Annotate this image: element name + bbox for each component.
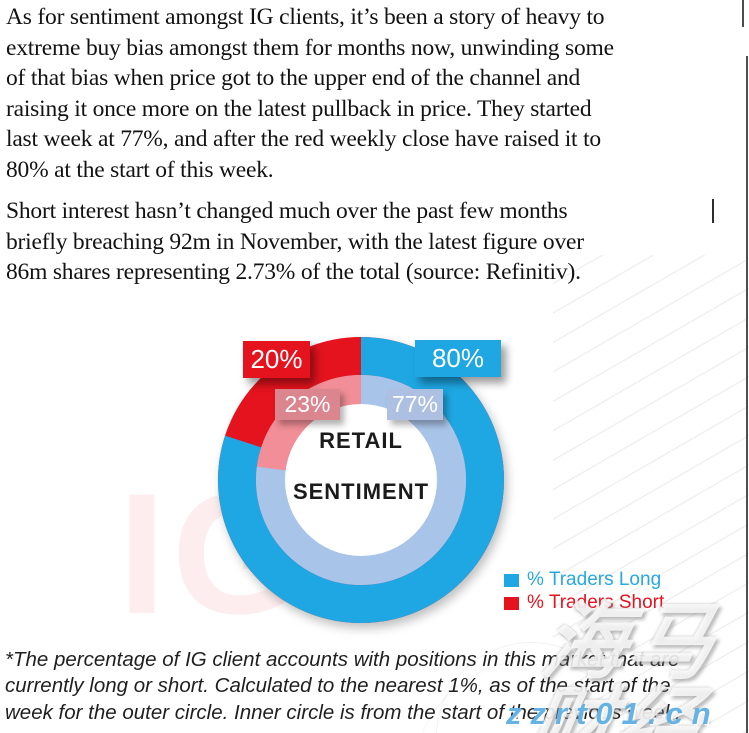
- inner-ring-long-segment: [256, 375, 466, 585]
- legend-swatch-short: [504, 596, 519, 610]
- paragraph-line: raising it once more on the latest pullb…: [6, 95, 592, 122]
- right-border-line: [746, 56, 748, 733]
- paragraph-line: of that bias when price got to the upper…: [6, 65, 581, 92]
- footnote-line: week for the outer circle. Inner circle …: [5, 700, 681, 724]
- footnote-line: currently long or short. Calculated to t…: [5, 674, 671, 698]
- outer-ring-long-segment: [218, 337, 504, 623]
- chart-footnote: *The percentage of IG client accounts wi…: [5, 647, 747, 726]
- chart-center-title-line2: SENTIMENT: [292, 479, 430, 504]
- paragraph-line: Short interest hasn’t changed much over …: [6, 198, 568, 224]
- text-cursor[interactable]: [712, 199, 714, 223]
- article-paragraph-2: Short interest hasn’t changed much over …: [6, 196, 748, 288]
- legend-item-short: % Traders Short: [504, 592, 664, 614]
- legend-label-short: % Traders Short: [527, 592, 665, 613]
- legend-swatch-long: [504, 573, 519, 587]
- paragraph-line: extreme buy bias amongst them for months…: [6, 34, 614, 61]
- paragraph-line: last week at 77%, and after the red week…: [6, 126, 601, 153]
- paragraph-line: As for sentiment amongst IG clients, it’…: [6, 4, 605, 30]
- retail-sentiment-donut-chart: [218, 337, 504, 623]
- paragraph-line: briefly breaching 92m in November, with …: [6, 228, 584, 255]
- label-inner-long: 77%: [387, 389, 443, 420]
- paragraph-line: 80% at the start of this week.: [6, 156, 274, 183]
- article-paragraph-1: As for sentiment amongst IG clients, it’…: [6, 2, 748, 186]
- top-right-border-line: [742, 0, 744, 27]
- legend-item-long: % Traders Long: [504, 569, 661, 591]
- paragraph-line: 86m shares representing 2.73% of the tot…: [6, 259, 581, 286]
- label-inner-short: 23%: [275, 389, 340, 420]
- label-outer-short: 20%: [243, 341, 310, 378]
- donut-center-hole: [285, 404, 437, 556]
- chart-center-title-line1: RETAIL: [319, 428, 403, 453]
- legend-label-long: % Traders Long: [527, 569, 662, 590]
- footnote-line: *The percentage of IG client accounts wi…: [5, 648, 680, 671]
- label-outer-long: 80%: [415, 340, 501, 377]
